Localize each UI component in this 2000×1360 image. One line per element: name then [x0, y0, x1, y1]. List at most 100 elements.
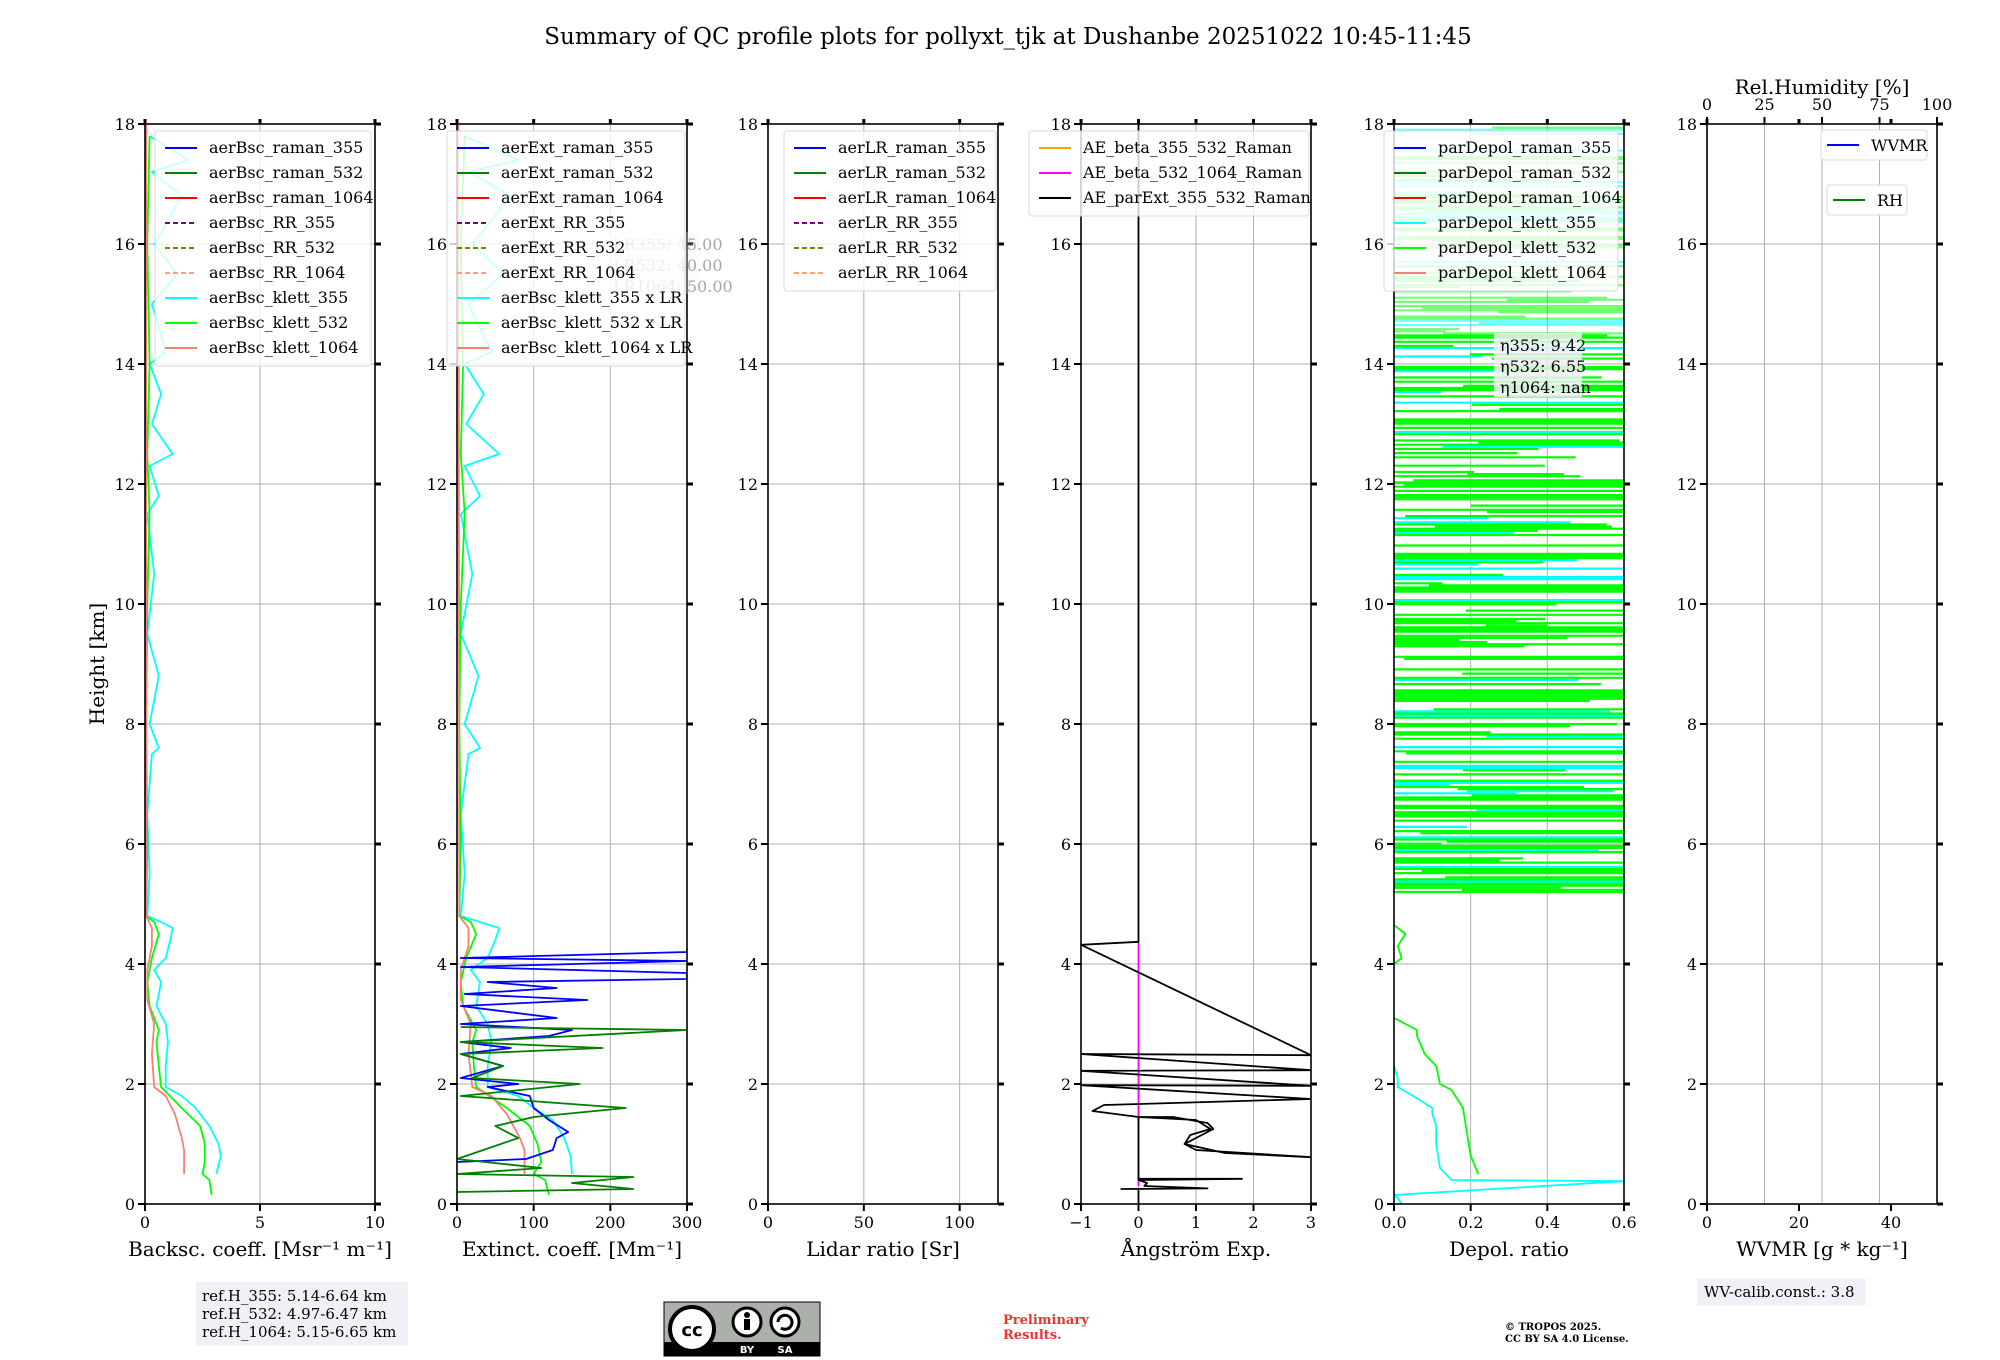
- x-tick-label: 10: [365, 1213, 385, 1232]
- legend-frame: [446, 130, 686, 367]
- y-tick-label: 4: [1374, 955, 1384, 974]
- legend-frame: [154, 130, 372, 367]
- series-line-aerbsc-klett-1064-x-lr: [457, 124, 526, 1174]
- ref-height-532: ref.H_532: 4.97-6.47 km: [202, 1305, 387, 1323]
- y-tick-label: 10: [427, 595, 447, 614]
- y-tick-label: 18: [1677, 115, 1697, 134]
- y-tick-label: 12: [1364, 475, 1384, 494]
- legend-label: aerLR_raman_355: [838, 138, 986, 157]
- annotation-box: η355: 9.42 η532: 6.55 η1064: nan: [1494, 333, 1591, 397]
- copyright-line-1: © TROPOS 2025.: [1505, 1322, 1601, 1333]
- legend-label: AE_beta_532_1064_Raman: [1082, 163, 1302, 182]
- y-tick-label: 4: [1061, 955, 1071, 974]
- x-axis-label: Depol. ratio: [1449, 1237, 1569, 1261]
- x-axis-label: Backsc. coeff. [Msr⁻¹ m⁻¹]: [128, 1237, 392, 1261]
- y-tick-label: 10: [1677, 595, 1697, 614]
- x-tick-label: 3: [1306, 1213, 1316, 1232]
- y-tick-label: 14: [1051, 355, 1071, 374]
- panel-lr: 0 2 4 6 8 10 12 14 16 18 0 50 100 Lidar ratio [Sr] aer…: [738, 115, 1004, 1261]
- ref-heights-background: [196, 1282, 408, 1346]
- top-x-tick-label: 25: [1754, 95, 1774, 114]
- top-x-tick-label: 0: [1702, 95, 1712, 114]
- y-tick-label: 2: [1374, 1075, 1384, 1094]
- legend-label: parDepol_klett_355: [1438, 213, 1596, 232]
- top-x-tick-label: 100: [1922, 95, 1953, 114]
- legend-label: aerBsc_klett_355 x LR: [501, 288, 683, 307]
- x-axis-label: Ångström Exp.: [1120, 1236, 1271, 1261]
- y-tick-label: 6: [437, 835, 447, 854]
- ref-heights-box: ref.H_355: 5.14-6.64 km ref.H_532: 4.97-…: [196, 1282, 408, 1346]
- wv-calib-background: [1697, 1278, 1865, 1306]
- y-tick-label: 16: [1364, 235, 1384, 254]
- y-tick-label: 2: [1061, 1075, 1071, 1094]
- y-tick-label: 10: [738, 595, 758, 614]
- by-icon-head: [744, 1312, 750, 1318]
- x-axis-label: Lidar ratio [Sr]: [806, 1237, 960, 1261]
- axes-frame: [456, 123, 688, 1205]
- legend-label: aerLR_raman_1064: [838, 188, 996, 207]
- legend-label: parDepol_raman_532: [1438, 163, 1611, 182]
- y-tick-label: 12: [1677, 475, 1697, 494]
- sa-share-alike-icon: [769, 1306, 801, 1338]
- legend-label: aerBsc_klett_1064: [209, 338, 358, 357]
- x-tick-label: 5: [255, 1213, 265, 1232]
- annotation-line: η532: 6.55: [1500, 357, 1586, 376]
- panel-ext: 0 2 4 6 8 10 12 14 16 18 0 100 200 300 Extinct. coeff.…: [427, 115, 733, 1261]
- legend-label: aerBsc_RR_532: [209, 238, 335, 257]
- top-x-axis-label: Rel.Humidity [%]: [1735, 75, 1910, 99]
- y-tick-label: 14: [1677, 355, 1697, 374]
- y-tick-label: 8: [1061, 715, 1071, 734]
- axes-frame: [1393, 123, 1625, 1205]
- x-tick-label: 1: [1191, 1213, 1201, 1232]
- legend-label: aerExt_RR_1064: [501, 263, 636, 282]
- cc-icon: [668, 1305, 716, 1353]
- y-tick-label: 14: [427, 355, 447, 374]
- x-tick-label: 0.4: [1535, 1213, 1560, 1232]
- y-tick-label: 14: [738, 355, 758, 374]
- x-tick-label: 100: [944, 1213, 975, 1232]
- y-tick-label: 4: [748, 955, 758, 974]
- cc-badge-by-label: BY: [740, 1345, 755, 1356]
- panel-bsc: 0 2 4 6 8 10 12 14 16 18 0 5 10 Backsc. coeff. [Msr⁻¹…: [115, 115, 392, 1261]
- y-tick-label: 12: [115, 475, 135, 494]
- panel-depol: 0 2 4 6 8 10 12 14 16 18 0.0 0.2 0.4 0.6 Depol. ratio η…: [1364, 115, 1637, 1261]
- legend-label: aerExt_RR_355: [501, 213, 625, 232]
- preliminary-line-1: Preliminary: [1003, 1313, 1089, 1328]
- legend-label: aerBsc_RR_355: [209, 213, 335, 232]
- y-tick-label: 6: [748, 835, 758, 854]
- y-tick-label: 2: [1687, 1075, 1697, 1094]
- legend-label: aerBsc_klett_532: [209, 313, 348, 332]
- x-tick-label: 0: [1133, 1213, 1143, 1232]
- panel-wv: 0 2 4 6 8 10 12 14 16 18 0 20 40 WVMR [g * kg⁻¹] 0 25 50…: [1677, 75, 1953, 1261]
- legend-label: WVMR: [1871, 136, 1928, 155]
- legend-label: aerBsc_klett_1064 x LR: [501, 338, 693, 357]
- legend-label: aerBsc_RR_1064: [209, 263, 345, 282]
- legend-label: AE_beta_355_532_Raman: [1082, 138, 1292, 157]
- legend-wvmr: WVMR: [1820, 129, 1928, 161]
- y-tick-label: 6: [1374, 835, 1384, 854]
- legend: aerBsc_raman_355 aerBsc_raman_532 aerBsc_r…: [154, 130, 374, 367]
- x-tick-label: 20: [1789, 1213, 1809, 1232]
- y-tick-label: 8: [1687, 715, 1697, 734]
- series-line-pardepol-klett-532-upper: [1394, 924, 1407, 965]
- y-tick-label: 8: [437, 715, 447, 734]
- x-tick-label: 0.6: [1611, 1213, 1636, 1232]
- y-tick-label: 0: [1061, 1195, 1071, 1214]
- legend-frame: [1383, 130, 1619, 292]
- cc-license-badge: cc BY SA: [663, 1301, 821, 1357]
- x-tick-label: 0: [452, 1213, 462, 1232]
- y-tick-label: 16: [738, 235, 758, 254]
- y-tick-label: 0: [748, 1195, 758, 1214]
- y-tick-label: 8: [748, 715, 758, 734]
- legend-label: aerBsc_raman_532: [209, 163, 363, 182]
- legend-label: aerLR_RR_355: [838, 213, 958, 232]
- y-tick-label: 4: [1687, 955, 1697, 974]
- y-tick-label: 14: [115, 355, 135, 374]
- y-tick-label: 18: [427, 115, 447, 134]
- y-tick-label: 6: [1061, 835, 1071, 854]
- x-tick-label: 0: [763, 1213, 773, 1232]
- cc-badge-sa-label: SA: [778, 1345, 793, 1356]
- annotation-line: η1064: nan: [1500, 378, 1591, 397]
